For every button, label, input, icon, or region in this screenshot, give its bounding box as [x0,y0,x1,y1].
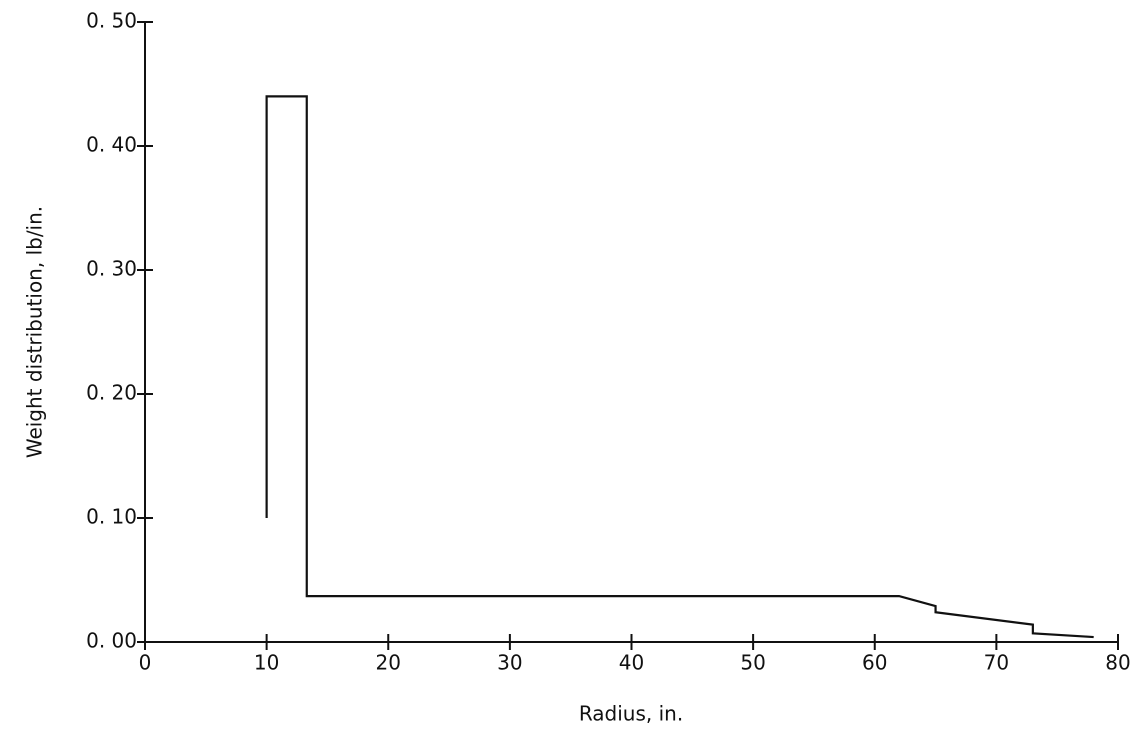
y-tick-label: 0. 10 [86,505,137,529]
y-axis-title: Weight distribution, lb/in. [23,206,47,458]
x-tick-label: 0 [139,651,152,675]
y-tick-label: 0. 50 [86,9,137,33]
data-line [265,95,1094,639]
x-tick-label: 50 [740,651,765,675]
y-tick-label: 0. 30 [86,257,137,281]
x-tick-label: 70 [984,651,1009,675]
y-tick-label: 0. 20 [86,381,137,405]
x-tick-label: 30 [497,651,522,675]
x-axis-title: Radius, in. [579,702,683,726]
y-tick-label: 0. 00 [86,629,137,653]
x-tick-label: 60 [862,651,887,675]
x-tick-label: 80 [1105,651,1130,675]
y-tick-label: 0. 40 [86,133,137,157]
x-tick-label: 20 [376,651,401,675]
x-tick-label: 40 [619,651,644,675]
x-tick-label: 10 [254,651,279,675]
